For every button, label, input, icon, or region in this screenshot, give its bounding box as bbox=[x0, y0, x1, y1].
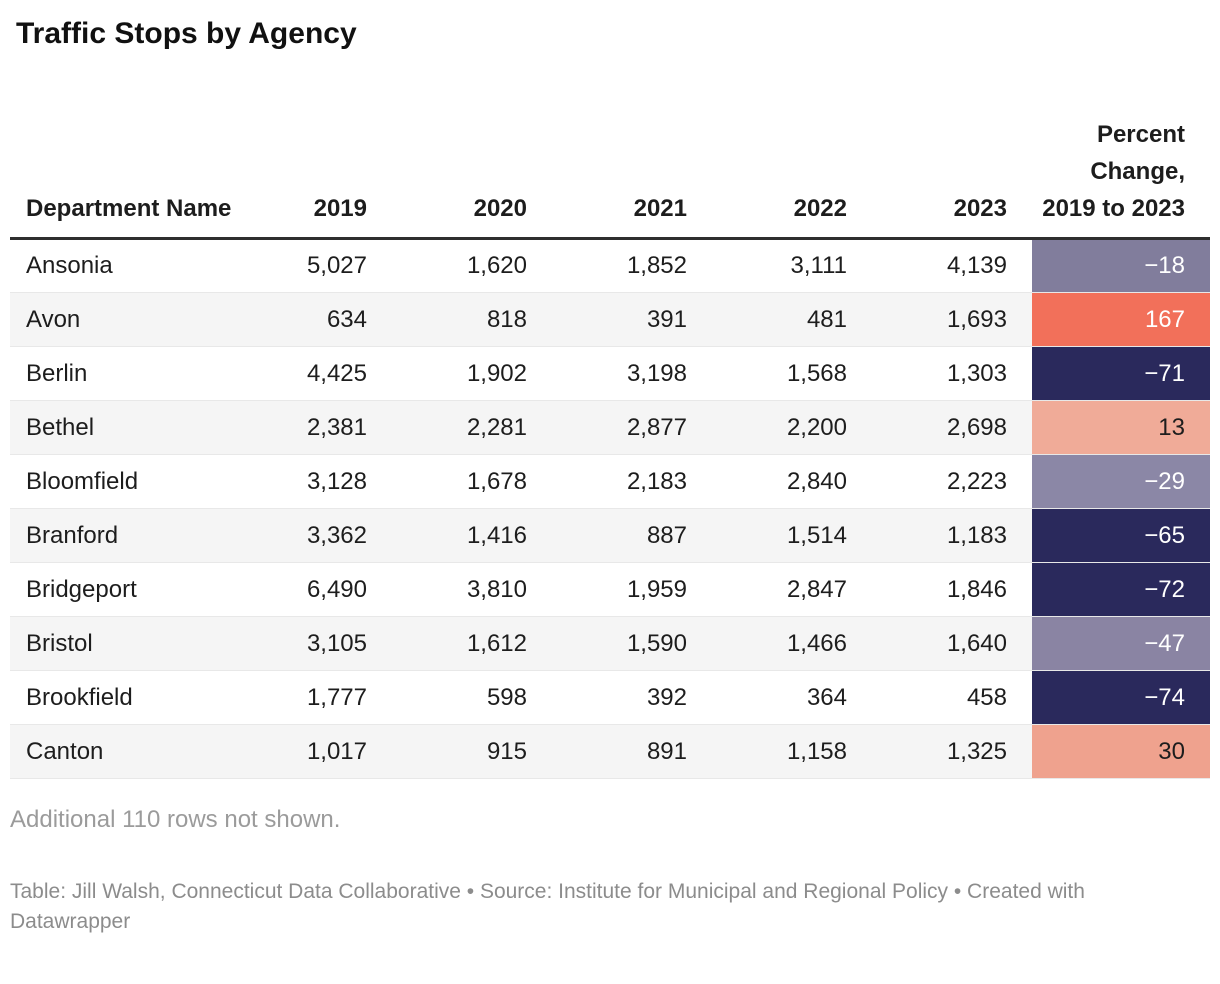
department-cell: Bridgeport bbox=[10, 562, 232, 617]
value-cell: 1,017 bbox=[232, 724, 392, 779]
percent-change-cell: −65 bbox=[1032, 508, 1210, 563]
value-cell: 2,281 bbox=[392, 400, 552, 455]
column-header-2023: 2023 bbox=[872, 116, 1032, 240]
value-cell: 3,111 bbox=[712, 238, 872, 293]
value-cell: 1,590 bbox=[552, 616, 712, 671]
value-cell: 2,381 bbox=[232, 400, 392, 455]
value-cell: 3,105 bbox=[232, 616, 392, 671]
traffic-stops-table: Department Name 2019 2020 2021 2022 2023… bbox=[10, 116, 1210, 779]
department-cell: Branford bbox=[10, 508, 232, 563]
column-header-2022: 2022 bbox=[712, 116, 872, 240]
value-cell: 3,128 bbox=[232, 454, 392, 509]
chart-container: Traffic Stops by Agency Department Name … bbox=[0, 14, 1220, 937]
department-cell: Avon bbox=[10, 292, 232, 347]
value-cell: 598 bbox=[392, 670, 552, 725]
value-cell: 2,223 bbox=[872, 454, 1032, 509]
value-cell: 1,325 bbox=[872, 724, 1032, 779]
value-cell: 3,198 bbox=[552, 346, 712, 401]
value-cell: 1,514 bbox=[712, 508, 872, 563]
department-cell: Bethel bbox=[10, 400, 232, 455]
department-cell: Ansonia bbox=[10, 238, 232, 293]
table-row: Bridgeport 6,490 3,810 1,959 2,847 1,846 −72 bbox=[10, 562, 1210, 617]
value-cell: 2,847 bbox=[712, 562, 872, 617]
value-cell: 1,466 bbox=[712, 616, 872, 671]
value-cell: 891 bbox=[552, 724, 712, 779]
value-cell: 3,362 bbox=[232, 508, 392, 563]
table-row: Bethel 2,381 2,281 2,877 2,200 2,698 13 bbox=[10, 400, 1210, 455]
attribution-footer: Table: Jill Walsh, Connecticut Data Coll… bbox=[10, 880, 1085, 933]
column-header-2020: 2020 bbox=[392, 116, 552, 240]
value-cell: 1,678 bbox=[392, 454, 552, 509]
percent-change-cell: 30 bbox=[1032, 724, 1210, 779]
value-cell: 1,416 bbox=[392, 508, 552, 563]
value-cell: 1,846 bbox=[872, 562, 1032, 617]
value-cell: 1,777 bbox=[232, 670, 392, 725]
column-header-percent-change: Percent Change, 2019 to 2023 bbox=[1032, 116, 1210, 240]
value-cell: 2,698 bbox=[872, 400, 1032, 455]
value-cell: 4,425 bbox=[232, 346, 392, 401]
value-cell: 2,183 bbox=[552, 454, 712, 509]
value-cell: 1,158 bbox=[712, 724, 872, 779]
table-row: Bloomfield 3,128 1,678 2,183 2,840 2,223 −29 bbox=[10, 454, 1210, 509]
percent-change-cell: 13 bbox=[1032, 400, 1210, 455]
table-row: Branford 3,362 1,416 887 1,514 1,183 −65 bbox=[10, 508, 1210, 563]
department-cell: Canton bbox=[10, 724, 232, 779]
table-header-row: Department Name 2019 2020 2021 2022 2023… bbox=[10, 116, 1210, 240]
value-cell: 1,693 bbox=[872, 292, 1032, 347]
table-row: Berlin 4,425 1,902 3,198 1,568 1,303 −71 bbox=[10, 346, 1210, 401]
value-cell: 2,877 bbox=[552, 400, 712, 455]
value-cell: 2,200 bbox=[712, 400, 872, 455]
value-cell: 1,640 bbox=[872, 616, 1032, 671]
value-cell: 392 bbox=[552, 670, 712, 725]
percent-change-cell: −74 bbox=[1032, 670, 1210, 725]
table-row: Brookfield 1,777 598 392 364 458 −74 bbox=[10, 670, 1210, 725]
column-header-department: Department Name bbox=[10, 116, 232, 240]
value-cell: 5,027 bbox=[232, 238, 392, 293]
percent-change-cell: −72 bbox=[1032, 562, 1210, 617]
percent-change-cell: −29 bbox=[1032, 454, 1210, 509]
additional-rows-note: Additional 110 rows not shown. bbox=[10, 806, 341, 833]
column-header-2021: 2021 bbox=[552, 116, 712, 240]
table-row: Avon 634 818 391 481 1,693 167 bbox=[10, 292, 1210, 347]
value-cell: 1,620 bbox=[392, 238, 552, 293]
value-cell: 2,840 bbox=[712, 454, 872, 509]
value-cell: 1,612 bbox=[392, 616, 552, 671]
value-cell: 1,568 bbox=[712, 346, 872, 401]
value-cell: 1,902 bbox=[392, 346, 552, 401]
page-title: Traffic Stops by Agency bbox=[16, 17, 357, 50]
percent-change-cell: −18 bbox=[1032, 238, 1210, 293]
value-cell: 634 bbox=[232, 292, 392, 347]
department-cell: Bristol bbox=[10, 616, 232, 671]
value-cell: 915 bbox=[392, 724, 552, 779]
table-body: Ansonia 5,027 1,620 1,852 3,111 4,139 −18 Avon 6… bbox=[10, 238, 1210, 779]
value-cell: 6,490 bbox=[232, 562, 392, 617]
department-cell: Brookfield bbox=[10, 670, 232, 725]
table-header: Department Name 2019 2020 2021 2022 2023… bbox=[10, 116, 1210, 240]
table-row: Ansonia 5,027 1,620 1,852 3,111 4,139 −18 bbox=[10, 238, 1210, 293]
value-cell: 391 bbox=[552, 292, 712, 347]
value-cell: 1,959 bbox=[552, 562, 712, 617]
value-cell: 4,139 bbox=[872, 238, 1032, 293]
table-row: Bristol 3,105 1,612 1,590 1,466 1,640 −47 bbox=[10, 616, 1210, 671]
value-cell: 1,852 bbox=[552, 238, 712, 293]
value-cell: 3,810 bbox=[392, 562, 552, 617]
department-cell: Berlin bbox=[10, 346, 232, 401]
percent-change-cell: 167 bbox=[1032, 292, 1210, 347]
value-cell: 1,183 bbox=[872, 508, 1032, 563]
value-cell: 481 bbox=[712, 292, 872, 347]
percent-change-cell: −47 bbox=[1032, 616, 1210, 671]
department-cell: Bloomfield bbox=[10, 454, 232, 509]
column-header-2019: 2019 bbox=[232, 116, 392, 240]
value-cell: 364 bbox=[712, 670, 872, 725]
value-cell: 887 bbox=[552, 508, 712, 563]
table-row: Canton 1,017 915 891 1,158 1,325 30 bbox=[10, 724, 1210, 779]
percent-change-cell: −71 bbox=[1032, 346, 1210, 401]
value-cell: 818 bbox=[392, 292, 552, 347]
value-cell: 1,303 bbox=[872, 346, 1032, 401]
value-cell: 458 bbox=[872, 670, 1032, 725]
